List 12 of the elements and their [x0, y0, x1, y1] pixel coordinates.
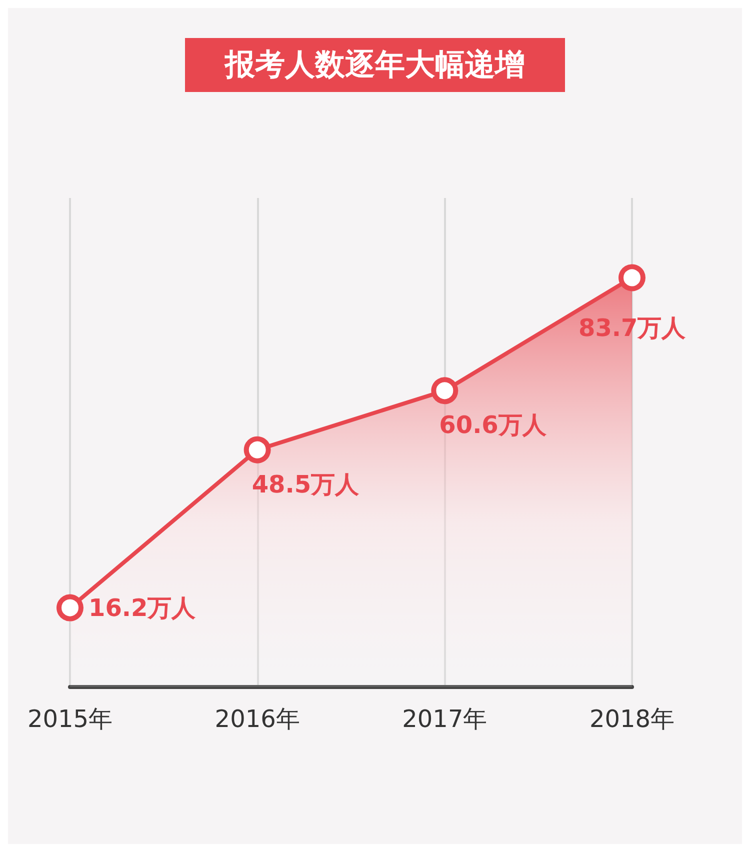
chart-title: 报考人数逐年大幅递增 — [224, 48, 525, 82]
data-label: 60.6万人 — [439, 411, 548, 440]
data-label: 48.5万人 — [252, 470, 360, 498]
x-tick-label: 2018年 — [589, 705, 675, 733]
point — [244, 436, 271, 464]
point — [618, 264, 646, 292]
point — [56, 594, 84, 622]
x-tick-label: 2017年 — [402, 705, 488, 733]
point — [431, 377, 458, 404]
x-tick-label: 2016年 — [214, 705, 300, 733]
x-tick-label: 2015年 — [27, 705, 113, 733]
data-label: 16.2万人 — [88, 594, 197, 622]
